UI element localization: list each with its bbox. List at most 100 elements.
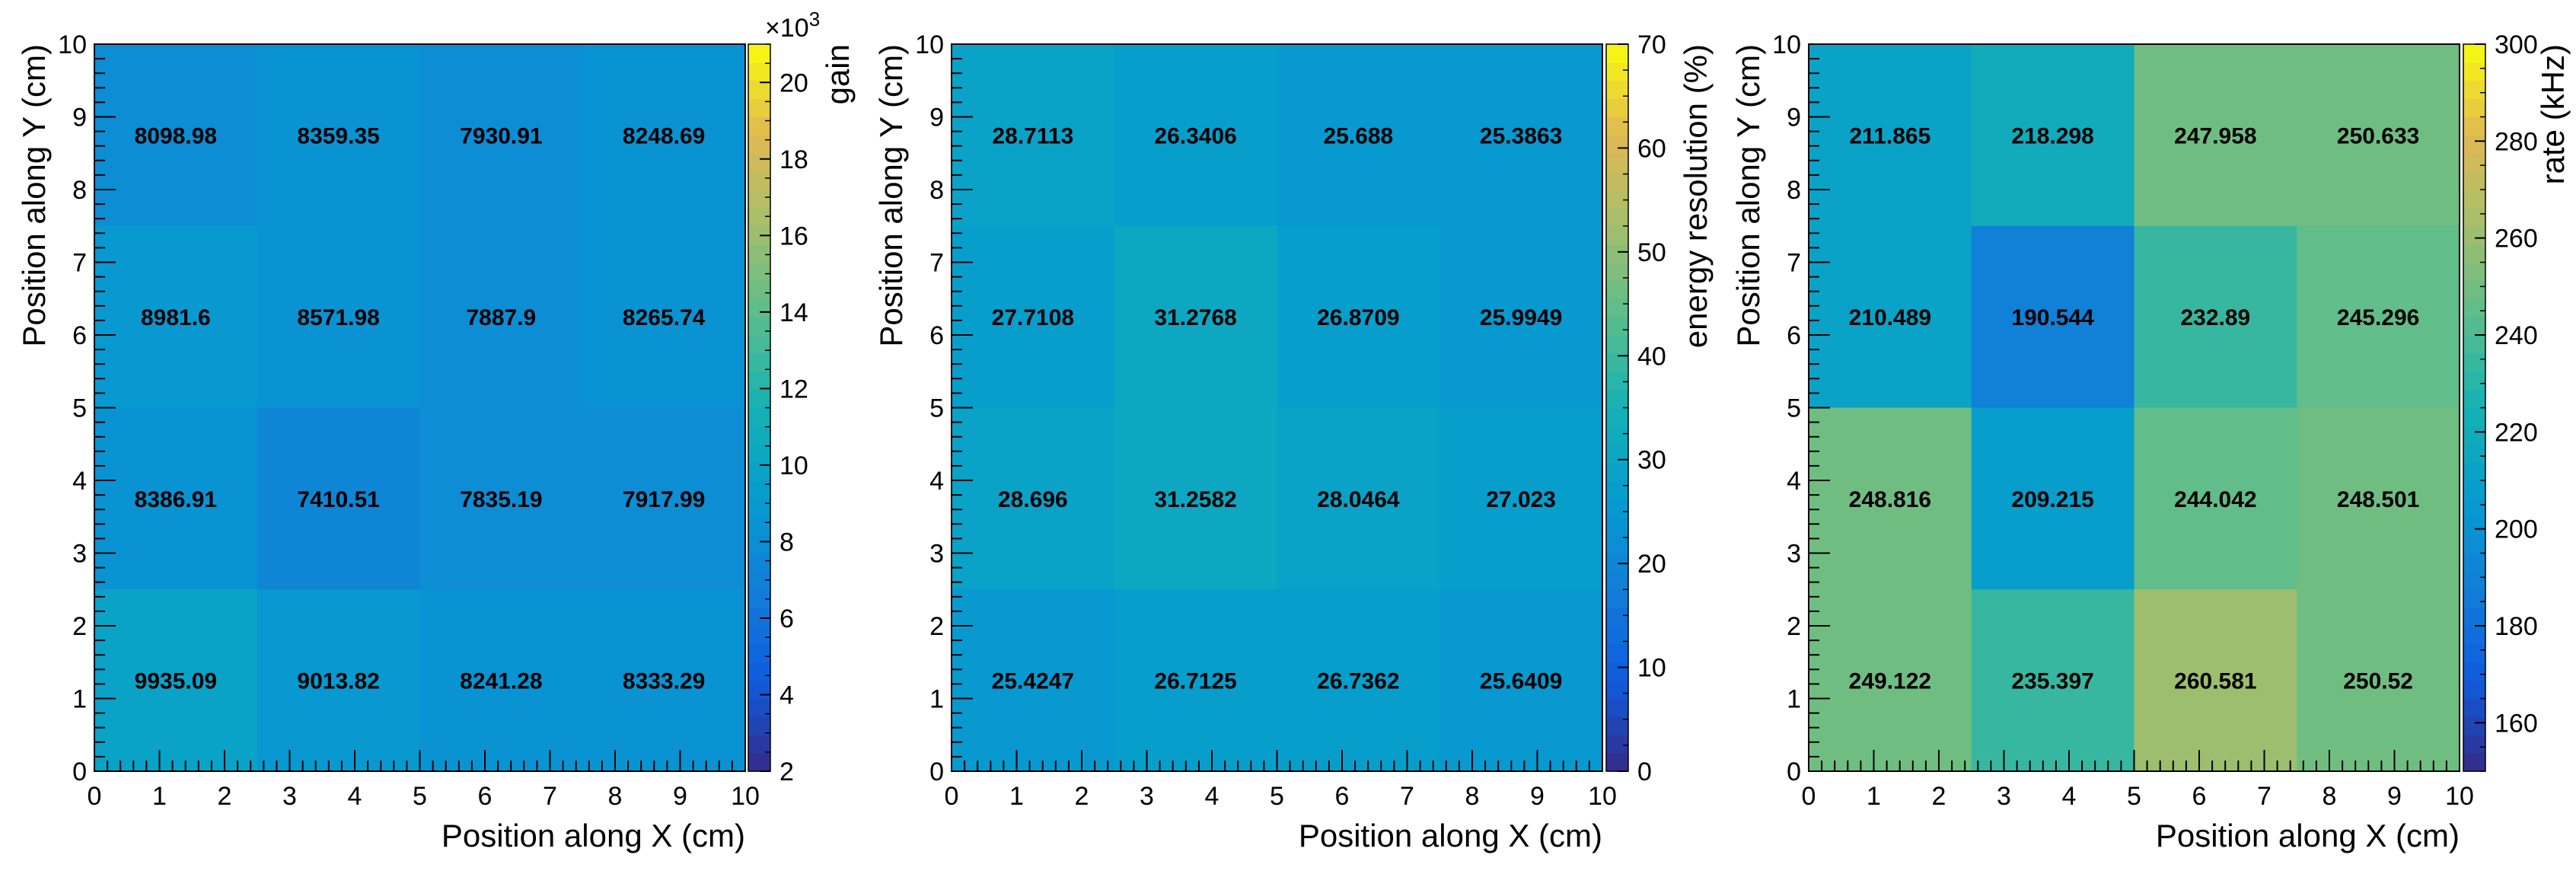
- cell-value-label: 25.3863: [1480, 123, 1562, 148]
- x-tick-label: 4: [348, 782, 362, 811]
- cell-value-label: 28.0464: [1317, 487, 1400, 512]
- colorbar-segment: [748, 407, 770, 426]
- cell-value-label: 8571.98: [297, 305, 379, 330]
- heatmap-panel-3: 211.865 218.298 247.958 250.633 210.489 190.5…: [1730, 30, 2571, 853]
- colorbar-segment: [1606, 244, 1628, 263]
- x-tick-label: 5: [2127, 782, 2141, 811]
- colorbar-segment: [748, 298, 770, 317]
- colorbar-segment: [2463, 62, 2485, 81]
- cell-value-label: 8359.35: [297, 123, 379, 148]
- colorbar-segment: [748, 190, 770, 209]
- colorbar-segment: [748, 662, 770, 681]
- cell-value-label: 8098.98: [135, 123, 217, 148]
- y-tick-label: 10: [1772, 30, 1801, 59]
- colorbar-tick-label: 300: [2495, 30, 2538, 59]
- cell-value-label: 8386.91: [135, 487, 217, 512]
- colorbar-segment: [2463, 262, 2485, 281]
- colorbar-tick-label: 200: [2495, 515, 2538, 544]
- colorbar-segment: [748, 389, 770, 409]
- cell-value-label: 28.696: [998, 487, 1068, 512]
- colorbar-segment: [2463, 407, 2485, 426]
- colorbar-segment: [1606, 480, 1628, 499]
- cell-value-label: 244.042: [2174, 487, 2256, 512]
- y-tick-label: 5: [72, 394, 87, 423]
- colorbar-segment: [2463, 589, 2485, 608]
- heatmap-panel-2: 28.7113 26.3406 25.688 25.3863 27.7108 31.276…: [873, 30, 1714, 853]
- y-tick-label: 8: [1787, 176, 1801, 205]
- cell-value-label: 232.89: [2180, 305, 2250, 330]
- colorbar-segment: [2463, 753, 2485, 772]
- heatmap-cell: [1439, 225, 1603, 409]
- colorbar-segment: [2463, 516, 2485, 536]
- colorbar-segment: [1606, 207, 1628, 227]
- cell-value-label: 8333.29: [623, 669, 705, 694]
- y-tick-label: 7: [929, 249, 944, 278]
- colorbar-title: gain: [820, 44, 856, 104]
- cell-value-label: 31.2768: [1154, 305, 1236, 330]
- colorbar-segment: [2463, 190, 2485, 209]
- cell-value-label: 7887.9: [466, 305, 536, 330]
- heatmap-cell: [419, 407, 583, 590]
- colorbar-segment: [1606, 280, 1628, 299]
- colorbar-segment: [2463, 462, 2485, 481]
- cell-value-label: 190.544: [2011, 305, 2094, 330]
- colorbar-segment: [2463, 244, 2485, 263]
- colorbar-segment: [2463, 171, 2485, 190]
- colorbar-segment: [1606, 371, 1628, 391]
- cell-value-label: 25.9949: [1480, 305, 1562, 330]
- x-tick-label: 9: [673, 782, 687, 811]
- colorbar-segment: [2463, 352, 2485, 372]
- colorbar-segment: [748, 680, 770, 700]
- cell-value-label: 27.023: [1486, 487, 1556, 512]
- colorbar-segment: [1606, 753, 1628, 772]
- colorbar-segment: [748, 280, 770, 299]
- colorbar-segment: [748, 516, 770, 536]
- colorbar-segment: [1606, 317, 1628, 336]
- colorbar: 0 10 20 30 40 50 60 70 energy resolution (%): [1605, 30, 1714, 786]
- heatmap-cell: [1114, 225, 1278, 409]
- colorbar-segment: [1606, 553, 1628, 572]
- colorbar-tick-label: 260: [2495, 225, 2538, 254]
- cell-value-label: 209.215: [2011, 487, 2093, 512]
- heatmap-cell: [2297, 589, 2460, 772]
- colorbar-segment: [1606, 298, 1628, 317]
- colorbar-segment: [748, 571, 770, 590]
- colorbar-segment: [1606, 698, 1628, 717]
- heatmap-cell: [94, 225, 258, 409]
- cell-value-label: 235.397: [2011, 669, 2093, 694]
- colorbar-tick-label: 60: [1637, 134, 1666, 163]
- colorbar-segment: [748, 444, 770, 463]
- y-tick-label: 6: [1787, 321, 1801, 350]
- y-axis-title: Position along Y (cm): [16, 44, 52, 347]
- cell-value-label: 26.7125: [1154, 669, 1236, 694]
- colorbar-segment: [2463, 553, 2485, 572]
- colorbar-segment: [1606, 608, 1628, 627]
- x-axis-title: Position along X (cm): [442, 818, 745, 853]
- x-tick-label: 4: [1205, 782, 1219, 811]
- colorbar-segment: [748, 753, 770, 772]
- colorbar-segment: [748, 153, 770, 172]
- x-tick-label: 1: [1867, 782, 1881, 811]
- heatmap-cell: [1971, 589, 2135, 772]
- x-tick-label: 10: [731, 782, 760, 811]
- y-tick-label: 1: [1787, 685, 1801, 714]
- y-tick-label: 4: [929, 467, 944, 496]
- x-tick-label: 4: [2062, 782, 2077, 811]
- heatmap-cell: [1439, 589, 1603, 772]
- colorbar-segment: [748, 608, 770, 627]
- y-tick-label: 9: [1787, 104, 1801, 132]
- colorbar-segment: [2463, 735, 2485, 754]
- x-tick-label: 5: [413, 782, 427, 811]
- heatmap-cell: [419, 225, 583, 409]
- y-tick-label: 7: [72, 249, 87, 278]
- y-tick-label: 8: [72, 176, 87, 205]
- heatmap-cell: [257, 44, 421, 227]
- cell-value-label: 9013.82: [297, 669, 379, 694]
- y-axis-title: Position along Y (cm): [1730, 44, 1766, 347]
- colorbar-segment: [1606, 44, 1628, 63]
- colorbar-segment: [2463, 207, 2485, 227]
- cell-value-label: 28.7113: [992, 123, 1073, 148]
- x-tick-label: 6: [1335, 782, 1350, 811]
- colorbar-segment: [2463, 335, 2485, 354]
- heatmap-cell: [1971, 44, 2135, 227]
